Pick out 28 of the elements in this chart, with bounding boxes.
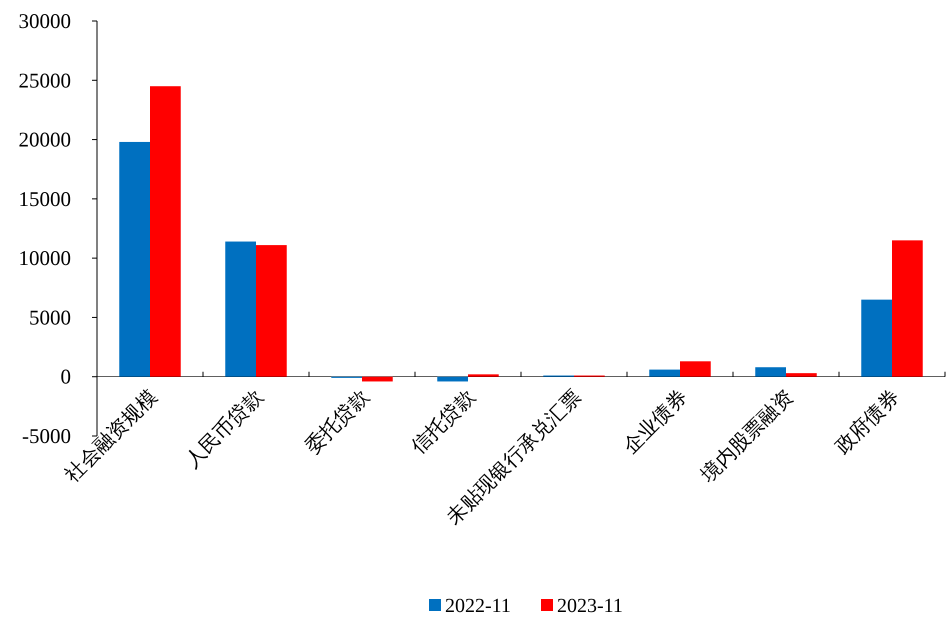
bar (119, 142, 150, 377)
bar (225, 242, 256, 377)
x-tick-label: 委托贷款 (301, 386, 374, 458)
x-tick-label: 境内股票融资 (696, 386, 798, 488)
x-tick-label: 信托贷款 (407, 386, 480, 458)
y-tick-label: 5000 (29, 305, 71, 330)
y-tick-label: 0 (60, 364, 71, 389)
y-tick-label: 30000 (18, 9, 71, 33)
x-tick-label: 企业债券 (619, 386, 692, 458)
y-tick-label: 25000 (18, 68, 71, 92)
y-tick-label: 20000 (18, 128, 71, 152)
bar (437, 376, 468, 382)
bar (649, 370, 680, 377)
bar (755, 367, 786, 377)
bar (256, 245, 287, 377)
y-tick-label: 15000 (18, 186, 71, 211)
bar (892, 240, 923, 377)
bar (150, 86, 181, 377)
x-tick-label: 政府债券 (831, 386, 904, 458)
bar (786, 373, 817, 377)
legend-label: 2022-11 (445, 595, 511, 617)
y-tick-label: -5000 (22, 424, 71, 448)
bar (362, 376, 393, 382)
legend-label: 2023-11 (557, 595, 623, 617)
y-tick-label: 10000 (18, 246, 71, 270)
bar (861, 300, 892, 377)
x-tick-label: 人民币贷款 (181, 386, 268, 472)
bar (680, 361, 711, 377)
